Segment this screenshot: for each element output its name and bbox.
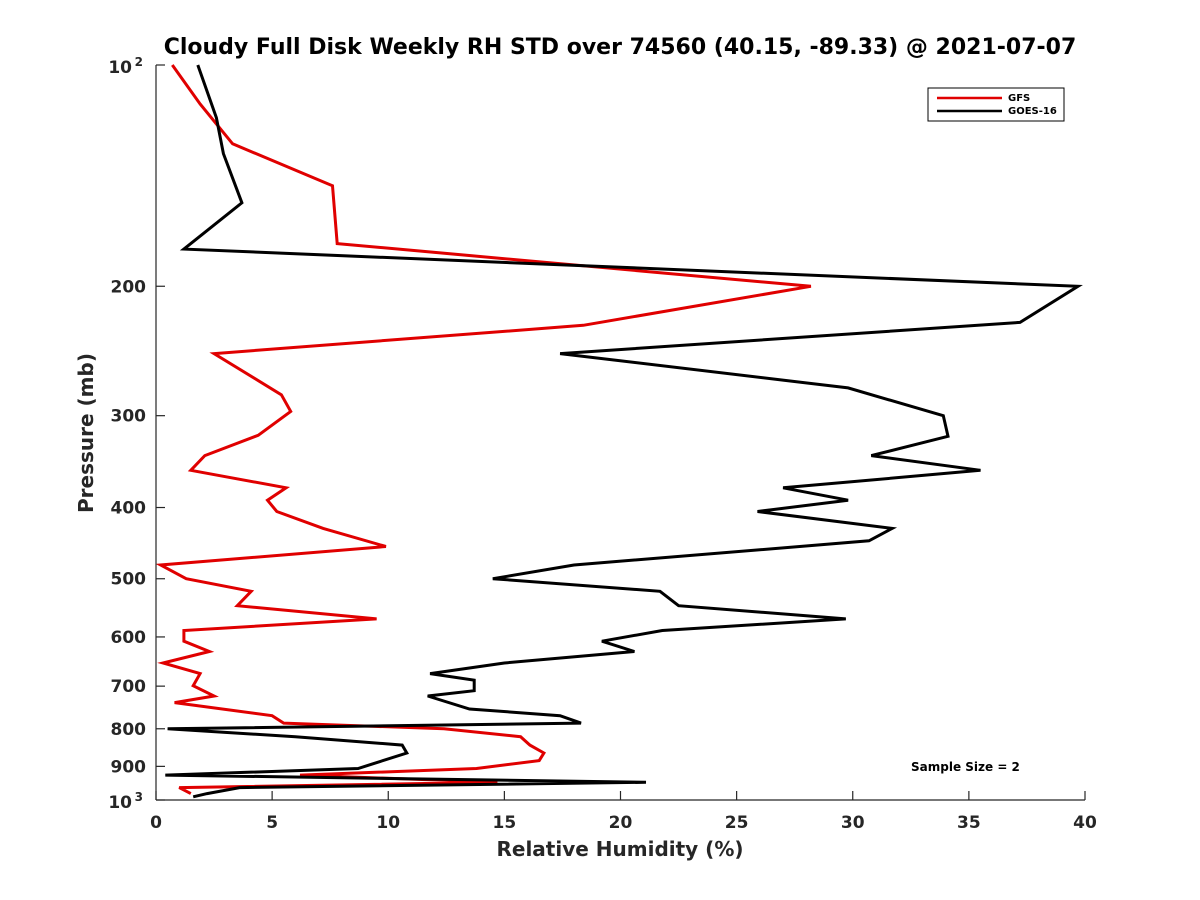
x-tick-label: 5 [266,813,278,833]
y-tick-label-power: 10 [108,793,132,813]
sample-size-annotation: Sample Size = 2 [911,760,1020,774]
y-tick-label: 300 [111,407,147,427]
y-tick-label: 600 [111,628,147,648]
series-line-gfs [155,64,812,795]
series-line-goes16 [165,64,1083,799]
y-axis-label: Pressure (mb) [74,353,98,513]
x-tick-label: 20 [609,813,633,833]
chart-title: Cloudy Full Disk Weekly RH STD over 7456… [164,35,1077,60]
x-ticks: 0 5 10 15 20 25 30 35 40 [150,791,1097,833]
x-tick-label: 10 [376,813,400,833]
x-axis-label: Relative Humidity (%) [496,837,743,861]
series-layer [155,64,1083,799]
x-tick-label: 30 [841,813,865,833]
x-tick-label: 25 [725,813,749,833]
legend: GFS GOES-16 [927,87,1065,122]
plot-area [156,65,1085,800]
y-tick-label: 700 [111,677,147,697]
legend-label-gfs: GFS [1008,93,1030,104]
y-tick-label: 800 [111,720,147,740]
y-tick-label-power: 10 [108,58,132,78]
y-tick-exponent: 2 [135,55,143,69]
x-tick-label: 40 [1073,813,1097,833]
y-tick-label: 400 [111,499,147,519]
legend-label-goes16: GOES-16 [1008,106,1057,117]
x-tick-label: 0 [150,813,162,833]
y-tick-label: 900 [111,757,147,777]
y-tick-exponent: 3 [135,790,143,804]
legend-box [927,87,1065,122]
y-tick-label: 500 [111,570,147,590]
x-tick-label: 35 [957,813,981,833]
x-tick-label: 15 [493,813,517,833]
y-tick-label: 200 [111,277,147,297]
